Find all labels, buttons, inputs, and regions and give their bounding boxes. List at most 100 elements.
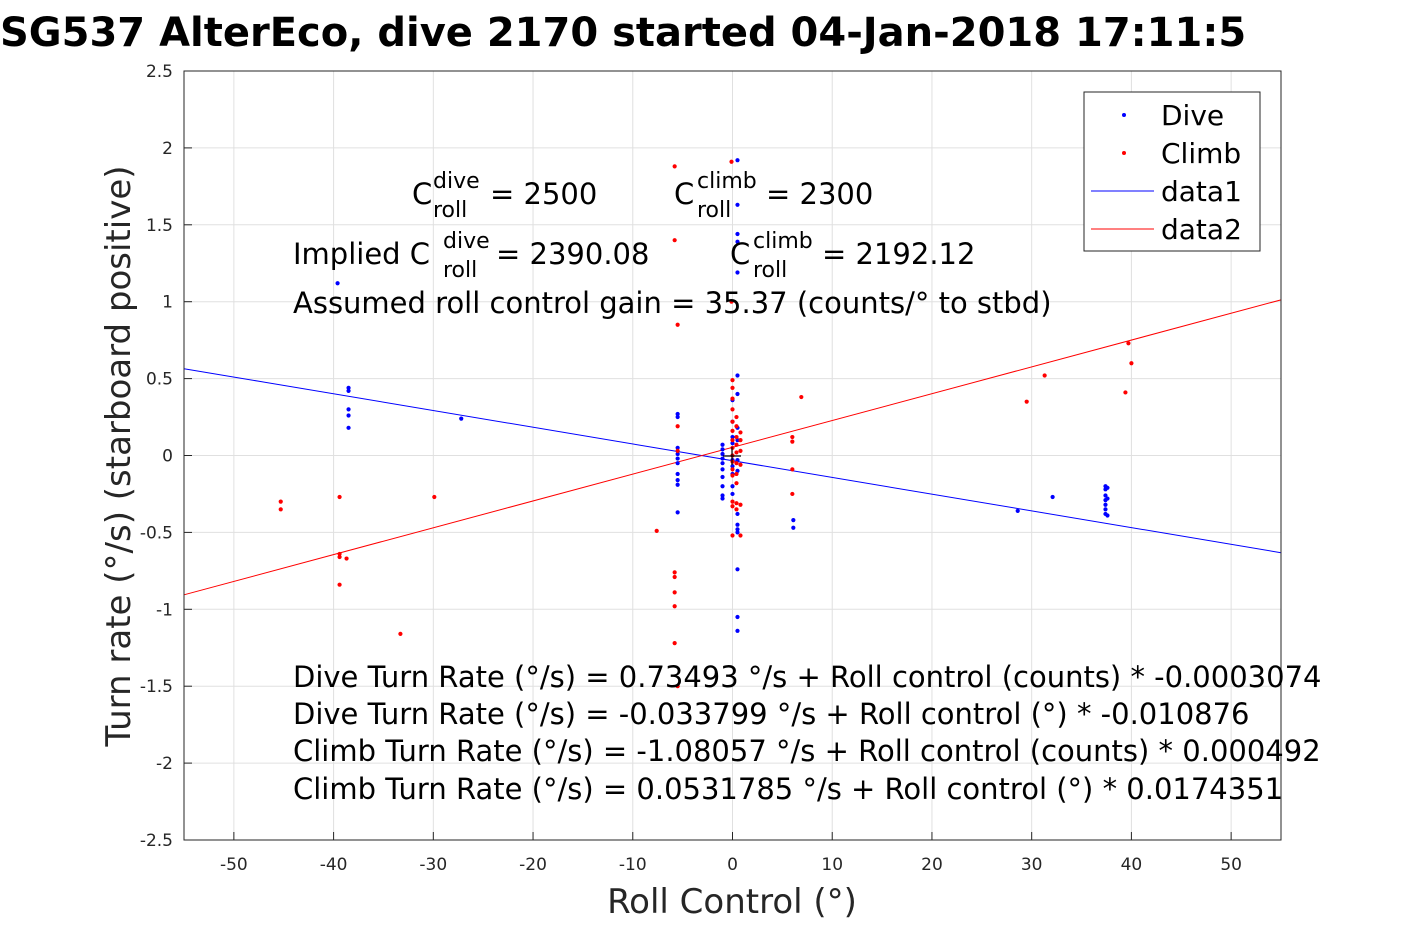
climb-point <box>398 631 403 637</box>
data-points <box>278 158 1134 689</box>
climb-point <box>730 378 735 383</box>
climb-point <box>730 504 735 509</box>
dive-point <box>730 491 735 497</box>
climb-point <box>730 385 735 390</box>
dive-point <box>335 281 340 286</box>
c-roll-climb-base: C <box>674 177 694 211</box>
y-axis-label: Turn rate (°/s) (starboard positive) <box>99 165 139 747</box>
dive-point <box>675 482 680 487</box>
climb-point <box>734 471 739 477</box>
dive-point <box>735 628 740 633</box>
climb-point <box>738 533 743 538</box>
dive-point <box>675 461 680 466</box>
x-tick-label: -30 <box>419 855 447 875</box>
x-tick-label: -10 <box>619 855 647 875</box>
dive-point <box>735 158 740 163</box>
climb-point <box>1129 361 1134 366</box>
climb-point <box>432 494 437 500</box>
implied-climb-base: C <box>730 237 750 271</box>
dive-eq-degrees: Dive Turn Rate (°/s) = -0.033799 °/s + R… <box>293 697 1250 731</box>
climb-point <box>738 462 743 467</box>
climb-point <box>278 499 283 504</box>
c-roll-dive-value: = 2500 <box>490 177 597 211</box>
climb-point <box>337 551 342 557</box>
dive-point <box>1105 485 1110 490</box>
y-tick-label: 1 <box>162 293 173 313</box>
climb-point <box>675 684 680 689</box>
legend-climb-label: Climb <box>1161 137 1241 170</box>
climb-point <box>734 442 739 447</box>
climb-point <box>344 556 349 561</box>
implied-dive-sup: dive <box>443 229 490 254</box>
climb-point <box>730 428 735 433</box>
climb-point <box>799 394 804 400</box>
dive-point <box>720 484 725 489</box>
dive-point <box>791 517 796 523</box>
climb-point <box>1024 399 1029 404</box>
dive-point <box>1103 507 1108 512</box>
climb-point <box>734 507 739 512</box>
dive-point <box>675 510 680 515</box>
dive-point <box>720 493 725 498</box>
dive-point <box>735 231 740 237</box>
y-tick-label: -1.5 <box>140 677 173 697</box>
dive-point <box>1103 493 1108 498</box>
c-roll-climb-sup: climb <box>697 169 757 194</box>
dive-point <box>735 567 740 572</box>
legend-dive-marker <box>1122 113 1126 117</box>
implied-dive-value: = 2390.08 <box>496 237 649 271</box>
implied-prefix: Implied C <box>293 237 430 271</box>
dive-point <box>675 451 680 457</box>
climb-point <box>730 419 735 424</box>
climb-eq-degrees: Climb Turn Rate (°/s) = 0.0531785 °/s + … <box>293 772 1283 806</box>
climb-point <box>734 501 739 506</box>
dive-point <box>735 614 740 620</box>
dive-point <box>720 496 725 501</box>
x-tick-labels: -50 -40 -30 -20 -10 0 10 20 30 40 50 <box>220 855 1242 875</box>
dive-point <box>720 447 725 452</box>
y-tick-label: 1.5 <box>146 216 173 236</box>
x-tick-label: 40 <box>1121 855 1143 875</box>
x-tick-label: -20 <box>519 855 547 875</box>
climb-point <box>790 439 795 444</box>
roll-gain-annotation: Assumed roll control gain = 35.37 (count… <box>293 286 1052 320</box>
climb-point <box>734 450 739 455</box>
dive-point <box>675 478 680 483</box>
dive-point <box>346 413 351 418</box>
climb-point <box>672 574 677 580</box>
climb-point <box>1126 341 1131 346</box>
climb-point <box>337 554 342 560</box>
legend: Dive Climb data1 data2 <box>1083 91 1261 252</box>
x-tick-label: 20 <box>921 855 943 875</box>
legend-climb-marker <box>1122 151 1126 155</box>
c-roll-climb-annotation: C climb roll = 2300 <box>674 169 873 223</box>
dive-point <box>735 373 740 378</box>
y-tick-labels: 2.5 2 1.5 1 0.5 0 -0.5 -1 -1.5 -2 -2.5 <box>140 62 173 851</box>
dive-point <box>730 464 735 469</box>
y-tick-label: 2 <box>162 139 173 159</box>
x-tick-label: 10 <box>821 855 843 875</box>
implied-dive-sub: roll <box>443 258 477 283</box>
climb-point <box>730 499 735 504</box>
dive-point <box>1015 508 1020 513</box>
legend-data1-label: data1 <box>1161 175 1242 208</box>
dive-point <box>720 442 725 447</box>
dive-point <box>720 456 725 461</box>
c-roll-dive-sub: roll <box>433 198 467 223</box>
implied-climb-sup: climb <box>753 229 813 254</box>
climb-point <box>672 570 677 575</box>
dive-point <box>346 385 351 390</box>
dive-point <box>730 434 735 440</box>
c-roll-dive-annotation: C dive roll = 2500 <box>412 169 597 223</box>
climb-point <box>729 159 734 164</box>
climb-point <box>730 467 735 472</box>
climb-point <box>672 604 677 609</box>
climb-point <box>790 434 795 440</box>
y-tick-label: 0 <box>162 447 173 467</box>
dive-point <box>720 461 725 466</box>
dive-point <box>720 467 725 472</box>
climb-point <box>672 590 677 595</box>
dive-point <box>1103 502 1108 507</box>
dive-point <box>735 270 740 275</box>
dive-point <box>730 441 735 446</box>
